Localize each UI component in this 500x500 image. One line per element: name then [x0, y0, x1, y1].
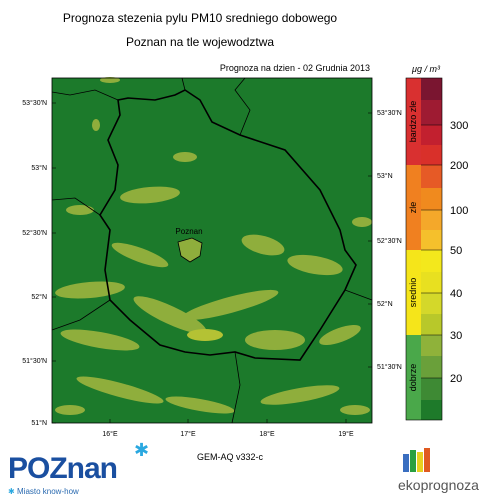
level-label: 20	[450, 373, 462, 385]
lat-label: 51°30'N	[22, 357, 47, 365]
voivodeship-border	[99, 89, 357, 361]
poznan-tagline: Miasto know-how	[17, 487, 79, 496]
poznan-city	[177, 237, 203, 263]
area	[165, 396, 235, 414]
concentration-areas	[55, 77, 372, 415]
lon-label: 17°E	[180, 430, 196, 438]
model-label: GEM-AQ v332-c	[197, 452, 264, 462]
area	[241, 234, 285, 256]
map: Poznan	[51, 77, 373, 424]
level-label: 50	[450, 245, 462, 257]
area	[55, 405, 85, 415]
area	[76, 376, 164, 404]
logo-bar	[403, 454, 409, 472]
category-band	[406, 335, 421, 420]
poznan-logo-text: POZnan	[8, 452, 117, 485]
title: Prognoza stezenia pylu PM10 sredniego do…	[63, 11, 338, 25]
region-borders	[51, 77, 373, 424]
colorbar-segment	[421, 145, 442, 165]
level-label: 40	[450, 288, 462, 300]
area	[319, 325, 361, 345]
area	[260, 385, 340, 405]
area	[187, 329, 223, 341]
colorbar-segment	[421, 356, 442, 378]
area	[100, 77, 120, 83]
lat-label: 51°30'N	[377, 363, 402, 371]
lat-label: 53°30'N	[22, 99, 47, 107]
area	[133, 296, 207, 334]
level-label: 100	[450, 205, 468, 217]
category-label: bardzo zle	[408, 101, 418, 143]
logo-bar	[424, 448, 430, 472]
level-label: 200	[450, 160, 468, 172]
colorbar-segment	[421, 230, 442, 250]
logo-star: ✱	[134, 440, 149, 460]
colorbar-frame	[405, 77, 443, 421]
forecast-date: Prognoza na dzien - 02 Grudnia 2013	[220, 63, 370, 73]
area	[173, 152, 197, 162]
colorbar-segment	[421, 293, 442, 314]
lat-label: 51°N	[31, 419, 47, 427]
area	[245, 330, 305, 350]
area	[181, 289, 279, 321]
area	[60, 329, 140, 351]
area	[66, 205, 94, 215]
level-label: 30	[450, 330, 462, 342]
lat-label: 53°N	[31, 164, 47, 172]
logo-bar	[417, 452, 423, 472]
category-label: zle	[408, 202, 418, 214]
category-band	[406, 165, 421, 250]
coordinate-labels: 53°30'N 53°N 52°30'N 52°N 51°30'N 51°N 53°30'N…	[22, 99, 402, 438]
colorbar-segment	[421, 188, 442, 210]
poznan-logo: POZnan ✱ ✱ Miasto know-how	[8, 440, 149, 496]
colorbar-segment	[421, 78, 442, 100]
unit: μg / m³	[411, 64, 441, 74]
lat-label: 52°30'N	[377, 237, 402, 245]
category-label: dobrze	[408, 364, 418, 392]
level-label: 300	[450, 120, 468, 132]
colorbar-segment	[421, 100, 442, 125]
map-background	[52, 78, 372, 423]
colorbar-segment	[421, 272, 442, 293]
area	[340, 405, 370, 415]
lon-label: 18°E	[259, 430, 275, 438]
area	[92, 119, 100, 131]
colorbar-segment	[421, 250, 442, 272]
colorbar-segment	[421, 335, 442, 356]
city-label: Poznan	[175, 227, 202, 236]
map-frame	[51, 77, 373, 424]
colorbar-segment	[421, 125, 442, 145]
area	[287, 254, 343, 276]
lon-label: 19°E	[338, 430, 354, 438]
area	[111, 242, 169, 268]
colorbar-segment	[421, 378, 442, 400]
lat-label: 53°30'N	[377, 109, 402, 117]
area	[352, 217, 372, 227]
colorbar-segment	[421, 210, 442, 230]
lat-label: 52°N	[377, 300, 393, 308]
area	[120, 186, 180, 204]
logo-star-small: ✱	[8, 487, 15, 496]
colorbar-segment	[421, 314, 442, 335]
ekoprognoza-logo: ekoprognoza	[398, 448, 479, 493]
ekoprognoza-text: ekoprognoza	[398, 477, 479, 493]
lat-label: 53°N	[377, 172, 393, 180]
lat-label: 52°30'N	[22, 229, 47, 237]
colorbar-segment	[421, 165, 442, 188]
colorbar-segment	[421, 400, 442, 420]
category-band	[406, 78, 421, 165]
category-band	[406, 250, 421, 335]
logo-bar	[410, 450, 416, 472]
category-label: srednio	[408, 278, 418, 308]
lon-label: 16°E	[102, 430, 118, 438]
lat-label: 52°N	[31, 293, 47, 301]
subtitle: Poznan na tle wojewodztwa	[126, 35, 274, 49]
colorbar: bardzo zle zle srednio dobrze 300 200 100 50 40 3…	[405, 77, 468, 421]
